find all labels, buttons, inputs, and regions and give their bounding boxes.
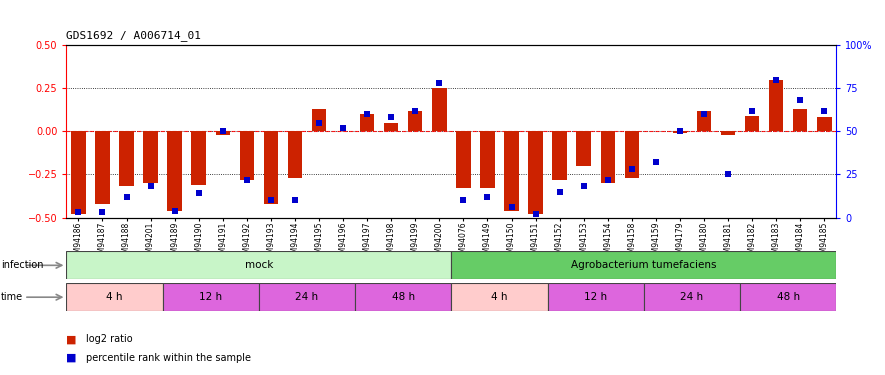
Text: percentile rank within the sample: percentile rank within the sample — [86, 353, 250, 363]
Point — [384, 114, 398, 120]
Point — [696, 111, 711, 117]
Bar — [119, 131, 134, 186]
Bar — [548, 283, 643, 311]
Bar — [167, 131, 182, 211]
Point — [143, 183, 158, 189]
Bar — [191, 131, 206, 185]
Point — [769, 76, 783, 82]
Bar — [793, 109, 807, 131]
Text: ■: ■ — [66, 353, 77, 363]
Bar — [769, 80, 783, 131]
Point — [625, 166, 639, 172]
Bar — [528, 131, 543, 214]
Bar — [66, 251, 451, 279]
Bar — [745, 116, 759, 131]
Point — [673, 128, 687, 134]
Point — [264, 197, 278, 203]
Bar — [163, 283, 258, 311]
Text: 48 h: 48 h — [777, 292, 800, 302]
Bar — [384, 123, 398, 131]
Text: 24 h: 24 h — [296, 292, 319, 302]
Bar — [504, 131, 519, 211]
Bar — [817, 117, 832, 131]
Point — [793, 97, 807, 103]
Bar — [451, 283, 548, 311]
Point — [72, 209, 86, 215]
Text: mock: mock — [244, 260, 273, 270]
Bar — [625, 131, 639, 178]
Bar — [264, 131, 278, 204]
Text: 4 h: 4 h — [106, 292, 123, 302]
Point — [312, 120, 326, 126]
Bar — [71, 131, 86, 214]
Point — [745, 108, 759, 114]
Bar — [456, 131, 471, 188]
Bar — [643, 283, 740, 311]
Bar — [96, 131, 110, 204]
Point — [336, 125, 350, 131]
Point — [481, 194, 495, 200]
Point — [119, 194, 134, 200]
Point — [601, 177, 615, 183]
Point — [192, 190, 206, 196]
Bar — [481, 131, 495, 188]
Text: 4 h: 4 h — [491, 292, 508, 302]
Point — [552, 189, 566, 195]
Bar — [576, 131, 591, 166]
Text: 12 h: 12 h — [584, 292, 607, 302]
Text: ■: ■ — [66, 334, 77, 344]
Point — [288, 197, 302, 203]
Point — [649, 159, 663, 165]
Text: time: time — [1, 292, 23, 302]
Text: GDS1692 / A006714_01: GDS1692 / A006714_01 — [66, 30, 202, 41]
Bar — [432, 88, 447, 131]
Bar — [673, 131, 687, 133]
Text: infection: infection — [1, 260, 43, 270]
Point — [240, 177, 254, 183]
Point — [721, 171, 735, 177]
Bar — [240, 131, 254, 180]
Bar — [143, 131, 158, 183]
Point — [167, 208, 181, 214]
Point — [457, 197, 471, 203]
Bar — [66, 283, 163, 311]
Bar — [552, 131, 566, 180]
Bar — [601, 131, 615, 183]
Point — [408, 108, 422, 114]
Bar — [258, 283, 355, 311]
Point — [432, 80, 446, 86]
Point — [577, 183, 591, 189]
Bar — [451, 251, 836, 279]
Bar — [740, 283, 836, 311]
Point — [504, 204, 519, 210]
Text: 24 h: 24 h — [681, 292, 704, 302]
Point — [360, 111, 374, 117]
Text: 48 h: 48 h — [392, 292, 415, 302]
Bar — [720, 131, 735, 135]
Point — [216, 128, 230, 134]
Bar — [312, 109, 327, 131]
Text: Agrobacterium tumefaciens: Agrobacterium tumefaciens — [571, 260, 717, 270]
Point — [817, 108, 831, 114]
Text: log2 ratio: log2 ratio — [86, 334, 133, 344]
Text: 12 h: 12 h — [199, 292, 222, 302]
Bar — [360, 114, 374, 131]
Bar — [408, 111, 422, 131]
Bar — [288, 131, 302, 178]
Point — [528, 211, 543, 217]
Bar — [355, 283, 451, 311]
Bar — [216, 131, 230, 135]
Point — [96, 209, 110, 215]
Bar — [696, 111, 712, 131]
